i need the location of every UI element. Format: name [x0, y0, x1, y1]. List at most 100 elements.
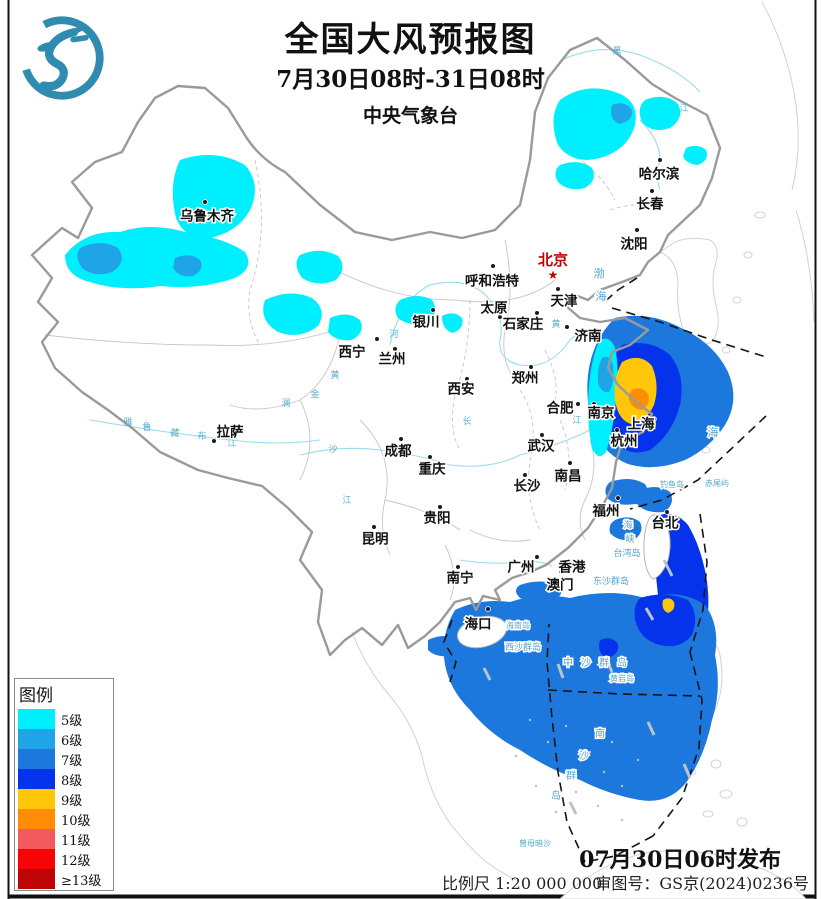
legend-label: 10级: [61, 813, 91, 829]
capital-marker: ★北京: [536, 250, 569, 283]
city-dot: [664, 509, 670, 515]
city-label: 拉萨: [217, 424, 244, 441]
legend-item: 10级: [18, 809, 113, 829]
city-label: 郑州: [512, 370, 539, 387]
legend-swatch: [18, 709, 55, 729]
legend-title: 图例: [19, 686, 53, 706]
legend-item: 11级: [18, 829, 113, 849]
city-dot: [649, 188, 655, 194]
city-dot: [634, 227, 640, 233]
legend-item: 8级: [18, 769, 113, 789]
legend-item: 12级: [18, 849, 113, 869]
city-dot: [575, 401, 581, 407]
legend-label: 9级: [61, 793, 83, 809]
map-approval-number: 审图号：GS京(2024)0236号: [595, 874, 809, 893]
river-label: 布: [197, 430, 206, 442]
river-label: 黑: [612, 46, 621, 57]
city-label: 石家庄: [502, 316, 544, 333]
legend-item: ≥13级: [18, 869, 113, 889]
sea-label: 钓鱼岛: [660, 479, 684, 489]
city-label: 天津: [551, 293, 579, 310]
issuing-agency: 中央气象台: [362, 105, 458, 127]
city-dot: [564, 324, 570, 330]
river-label: 江: [227, 438, 236, 449]
river-label: 金: [310, 388, 319, 400]
city-dot: [430, 307, 436, 313]
legend-swatch: [18, 769, 55, 789]
city-dot: [614, 427, 620, 433]
sea-label: 海: [708, 425, 719, 439]
legend-label: 5级: [61, 713, 83, 729]
legend-label: 7级: [61, 753, 83, 769]
city-dot: [615, 495, 621, 501]
issue-time: 07月30日06时发布: [579, 847, 781, 873]
river-label: 江: [572, 415, 581, 426]
legend: 图例 5级 6级 7级 8级 9级 10级 11级 12级 ≥13级: [14, 678, 114, 891]
city-label: 贵阳: [424, 510, 451, 527]
sea-label: 台湾岛: [613, 547, 640, 559]
city-label: 乌鲁木齐: [180, 208, 234, 225]
legend-label: 8级: [61, 773, 83, 789]
city-dot: [371, 524, 377, 530]
city-label: 成都: [385, 443, 412, 460]
river-label: 鲁: [142, 421, 151, 433]
sea-label: 西沙群岛: [505, 641, 541, 653]
city-label: 广州: [508, 559, 535, 576]
city-dot: [548, 578, 554, 584]
maritime-boundary-dashes: [443, 277, 767, 863]
cma-dragon-logo: [16, 12, 108, 104]
city-dot: [528, 364, 534, 370]
city-label: 杭州: [611, 433, 638, 450]
map-scale: 比例尺 1:20 000 000: [442, 874, 603, 893]
city-label: 重庆: [419, 461, 446, 478]
legend-swatch: [18, 829, 55, 849]
river-label: 黄: [330, 369, 339, 381]
city-dot: [534, 310, 540, 316]
sea-label: 黄岩岛: [610, 673, 634, 683]
city-dot: [651, 416, 657, 422]
sea-label: 中沙群岛: [563, 656, 635, 669]
sea-slash-marks: [482, 559, 692, 815]
sea-label: 海: [623, 519, 632, 531]
city-label: 澳门: [547, 577, 574, 594]
city-label: 济南: [575, 328, 602, 345]
city-dot: [558, 569, 564, 575]
sea-label: 赤尾屿: [705, 479, 729, 488]
sea-label: 南: [595, 727, 605, 740]
city-dot: [555, 286, 561, 292]
legend-label: ≥13级: [61, 873, 102, 889]
legend-swatch: [18, 789, 55, 809]
hainan-island: [456, 615, 508, 649]
city-dot: [392, 346, 398, 352]
city-label: 上海: [628, 416, 656, 433]
river-label: 河: [389, 328, 398, 340]
cma-dragon-logo-svg: [20, 16, 104, 100]
legend-swatch: [18, 749, 55, 769]
river-label: 江: [679, 103, 688, 114]
wind-patches: [65, 88, 734, 801]
sea-label: 曾母暗沙: [519, 838, 551, 848]
city-dot: [455, 564, 461, 570]
sea-label: 峡: [625, 533, 634, 545]
city-label: 银川: [413, 314, 440, 331]
legend-items: 5级 6级 7级 8级 9级 10级 11级 12级 ≥13级: [18, 709, 113, 889]
city-dot: [539, 432, 545, 438]
sea-label: 群: [566, 769, 576, 782]
city-label: 沈阳: [621, 236, 648, 253]
city-label: 昆明: [362, 532, 389, 548]
legend-item: 7级: [18, 749, 113, 769]
river-label: 藏: [170, 427, 179, 439]
river-label: 江: [342, 495, 351, 506]
city-dot: [567, 460, 573, 466]
city-dot: [427, 454, 433, 460]
foreign-coastlines: [351, 1, 815, 899]
map-valid-period: 7月30日08时-31日08时: [276, 66, 545, 93]
city-dot: [437, 504, 443, 510]
city-dot: [211, 438, 217, 444]
city-dot: [657, 157, 663, 163]
city-dot: [497, 314, 503, 320]
legend-item: 6级: [18, 729, 113, 749]
